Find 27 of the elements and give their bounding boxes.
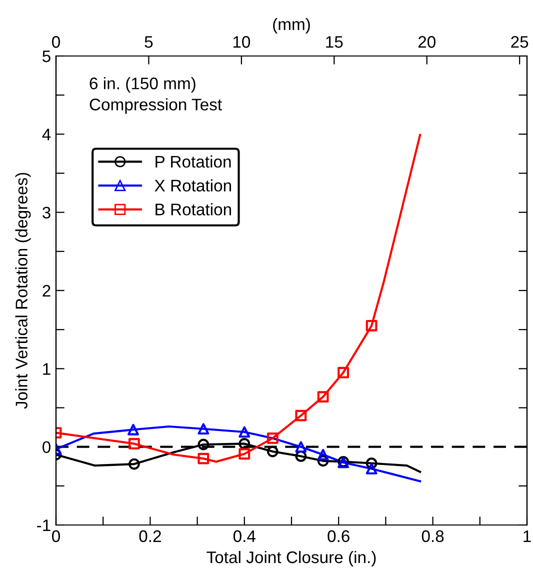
x2-tick-label: 20	[418, 36, 436, 48]
y-tick-label: 2	[42, 284, 50, 297]
x2-axis-title: (mm)	[273, 18, 310, 34]
x2-tick-label: 15	[326, 36, 343, 48]
legend-label: X Rotation	[154, 179, 231, 192]
legend-label: B Rotation	[156, 203, 231, 216]
y-tick-label: 1	[43, 363, 50, 375]
x2-tick-label: 10	[233, 36, 250, 48]
y-tick-label: 5	[42, 50, 50, 62]
y-axis-title: Joint Vertical Rotation (degrees)	[15, 172, 31, 409]
x-tick-label: 0.6	[328, 530, 350, 542]
x2-tick-label: 0	[52, 36, 60, 48]
x-tick-label: 0.4	[233, 530, 256, 542]
y-tick-label: -1	[37, 520, 50, 532]
x-tick-label: 0	[52, 530, 60, 542]
annotation: 6 in. (150 mm)	[90, 77, 196, 93]
x2-tick-label: 5	[144, 36, 153, 48]
y-tick-label: 0	[42, 441, 50, 454]
x-tick-label: 0.2	[139, 530, 161, 542]
legend-label: P Rotation	[156, 155, 231, 168]
x-tick-label: 1	[524, 530, 531, 542]
annotation: Compression Test	[90, 98, 222, 114]
y-tick-label: 3	[42, 206, 50, 219]
x-tick-label: 0.8	[422, 530, 444, 542]
x2-tick-label: 25	[511, 36, 528, 48]
y-tick-label: 4	[42, 128, 51, 140]
x-axis-title: Total Joint Closure (in.)	[206, 550, 376, 566]
